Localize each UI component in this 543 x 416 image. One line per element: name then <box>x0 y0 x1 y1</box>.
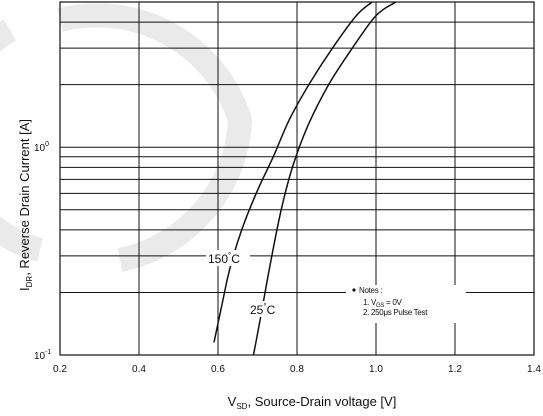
x-tick-label: 1.2 <box>448 364 462 375</box>
x-tick-label: 0.2 <box>53 364 67 375</box>
series-label-25c: 25°C <box>248 301 282 317</box>
x-tick-label: 1.0 <box>369 364 383 375</box>
y-tick-label: 100 <box>34 141 49 154</box>
x-tick-label: 0.4 <box>132 364 146 375</box>
x-tick-label: 1.4 <box>527 364 541 375</box>
x-axis-title: VSD, Source-Drain voltage [V] <box>228 394 397 411</box>
svg-text:150°C: 150°C <box>208 251 240 266</box>
notes-line-2: 2. 250μs Pulse Test <box>363 308 428 317</box>
x-tick-label: 0.8 <box>290 364 304 375</box>
series-label-150c: 150°C <box>206 250 250 266</box>
y-tick-label: 10-1 <box>34 349 51 362</box>
watermark <box>0 15 240 260</box>
y-axis-title: IDR, Reverse Drain Current [A] <box>17 119 34 291</box>
x-tick-label: 0.6 <box>211 364 225 375</box>
svg-text:25°C: 25°C <box>250 302 276 317</box>
notes-title: Notes : <box>359 286 382 295</box>
notes-box: Notes : 1. VGS = 0V 2. 250μs Pulse Test <box>346 285 466 323</box>
